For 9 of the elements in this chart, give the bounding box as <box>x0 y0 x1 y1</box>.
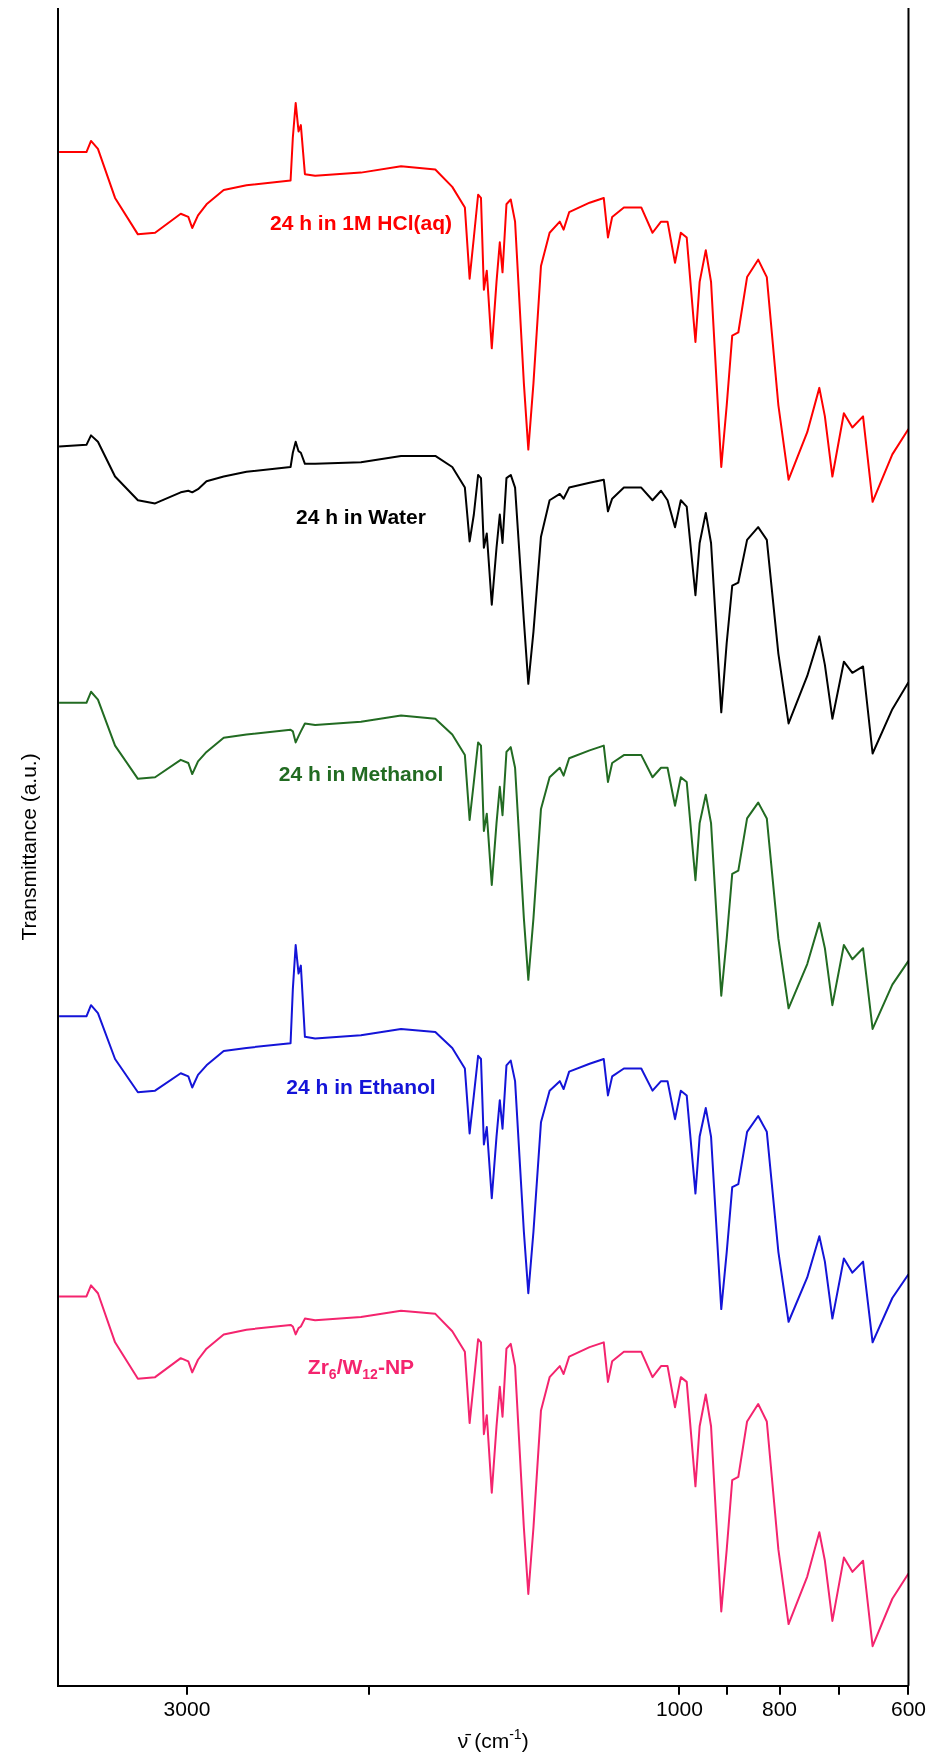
series-label: 24 h in Methanol <box>278 761 444 785</box>
x-tick-label: 3000 <box>163 1697 211 1721</box>
x-tick-label: 1000 <box>656 1697 703 1721</box>
series-label: 24 h in 1M HCl(aq) <box>269 210 452 234</box>
series-label: 24 h in Ethanol <box>286 1075 436 1099</box>
x-tick-label: 600 <box>890 1697 926 1721</box>
series-label: 24 h in Water <box>296 505 426 529</box>
y-axis-title: Transmittance (a.u.) <box>16 753 40 941</box>
x-tick-label: 800 <box>761 1697 798 1721</box>
